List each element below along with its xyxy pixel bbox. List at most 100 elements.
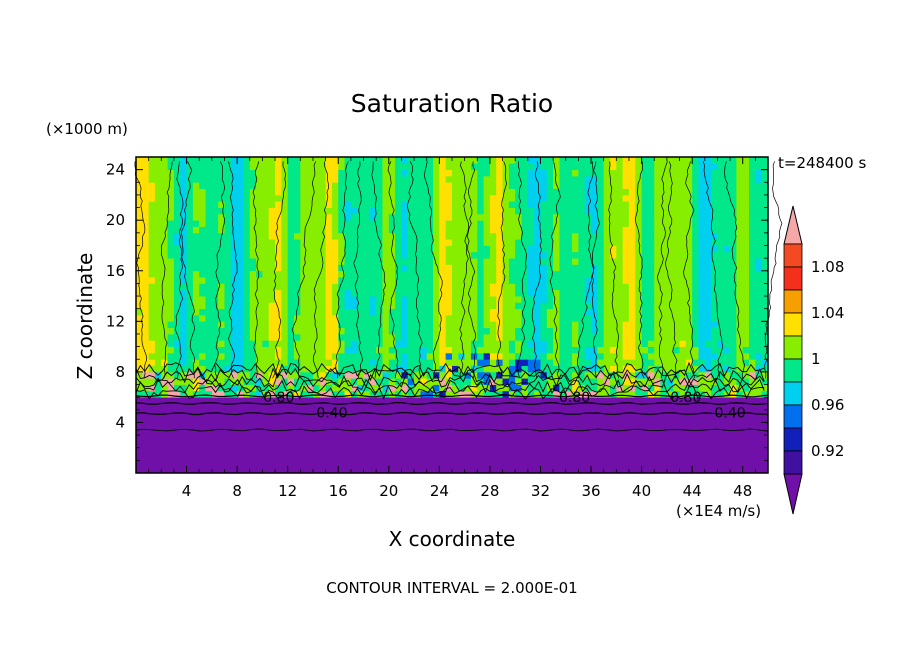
field-cell — [268, 251, 276, 259]
field-cell — [420, 239, 428, 246]
field-cell — [489, 466, 497, 474]
field-cell — [489, 359, 497, 366]
field-cell — [414, 352, 421, 360]
field-cell — [616, 213, 624, 221]
field-cell — [489, 188, 497, 196]
field-cell — [489, 289, 497, 297]
field-cell — [635, 201, 642, 208]
field-cell — [426, 460, 434, 468]
field-cell — [319, 251, 326, 259]
field-cell — [616, 321, 624, 329]
field-cell — [211, 201, 219, 208]
field-cell — [218, 416, 225, 423]
field-cell — [730, 220, 737, 227]
field-cell — [382, 340, 390, 347]
field-cell — [559, 188, 567, 196]
field-cell — [660, 277, 668, 284]
field-cell — [287, 169, 295, 177]
field-cell — [363, 460, 371, 468]
field-cell — [262, 308, 270, 316]
field-cell — [350, 397, 358, 404]
field-cell — [641, 283, 649, 291]
field-cell — [211, 460, 219, 468]
field-cell — [761, 308, 769, 316]
field-cell — [331, 213, 339, 221]
field-cell — [679, 188, 687, 196]
field-cell — [654, 277, 661, 284]
field-cell — [180, 169, 187, 177]
time-label: t=248400 s — [778, 154, 866, 172]
field-cell — [331, 258, 339, 265]
field-cell — [433, 422, 440, 430]
field-cell — [192, 175, 200, 183]
field-cell — [249, 296, 257, 303]
field-cell — [679, 321, 687, 329]
field-cell — [553, 308, 560, 316]
field-cell — [685, 245, 693, 253]
field-cell — [489, 315, 497, 322]
field-cell — [698, 213, 706, 221]
field-cell — [515, 264, 522, 272]
field-cell — [540, 194, 548, 202]
field-cell — [420, 169, 428, 177]
field-cell — [704, 397, 712, 404]
field-cell — [350, 207, 358, 215]
field-cell — [673, 213, 680, 221]
field-cell — [420, 466, 428, 474]
field-cell — [603, 226, 611, 234]
field-cell — [755, 188, 763, 196]
field-cell — [736, 359, 744, 366]
field-cell — [452, 454, 459, 461]
field-cell — [502, 327, 510, 335]
field-cell — [300, 403, 308, 411]
field-cell — [597, 321, 605, 329]
field-cell — [414, 321, 421, 329]
field-cell — [294, 296, 301, 303]
field-cell — [553, 428, 560, 436]
field-cell — [331, 226, 339, 234]
field-cell — [477, 182, 484, 189]
field-cell — [407, 169, 415, 177]
field-cell — [180, 213, 187, 221]
field-cell — [407, 390, 415, 398]
field-cell — [237, 308, 244, 316]
field-cell — [148, 207, 156, 215]
field-cell — [136, 416, 143, 423]
field-cell — [508, 416, 516, 423]
field-cell — [666, 359, 674, 366]
field-cell — [312, 409, 320, 417]
field-cell — [591, 175, 598, 183]
field-cell — [218, 264, 225, 272]
field-cell — [622, 371, 630, 379]
field-cell — [388, 258, 396, 265]
field-cell — [395, 226, 402, 234]
field-cell — [357, 466, 364, 474]
field-cell — [369, 226, 377, 234]
field-cell — [584, 466, 592, 474]
field-cell — [597, 226, 605, 234]
field-cell — [584, 289, 592, 297]
field-cell — [635, 447, 642, 455]
field-cell — [420, 226, 428, 234]
field-cell — [635, 340, 642, 347]
field-cell — [268, 416, 276, 423]
field-cell — [180, 359, 187, 366]
field-cell — [281, 460, 289, 468]
field-cell — [749, 447, 756, 455]
field-cell — [331, 346, 339, 354]
field-cell — [591, 466, 598, 474]
field-cell — [654, 352, 661, 360]
field-cell — [565, 359, 573, 366]
field-cell — [647, 308, 655, 316]
field-cell — [414, 302, 421, 310]
field-cell — [224, 327, 232, 335]
field-cell — [489, 194, 497, 202]
field-cell — [192, 163, 200, 171]
field-cell — [679, 466, 687, 474]
field-cell — [136, 321, 143, 329]
field-cell — [192, 302, 200, 310]
field-cell — [616, 283, 624, 291]
field-cell — [230, 220, 238, 227]
field-cell — [281, 403, 289, 411]
field-cell — [205, 239, 213, 246]
